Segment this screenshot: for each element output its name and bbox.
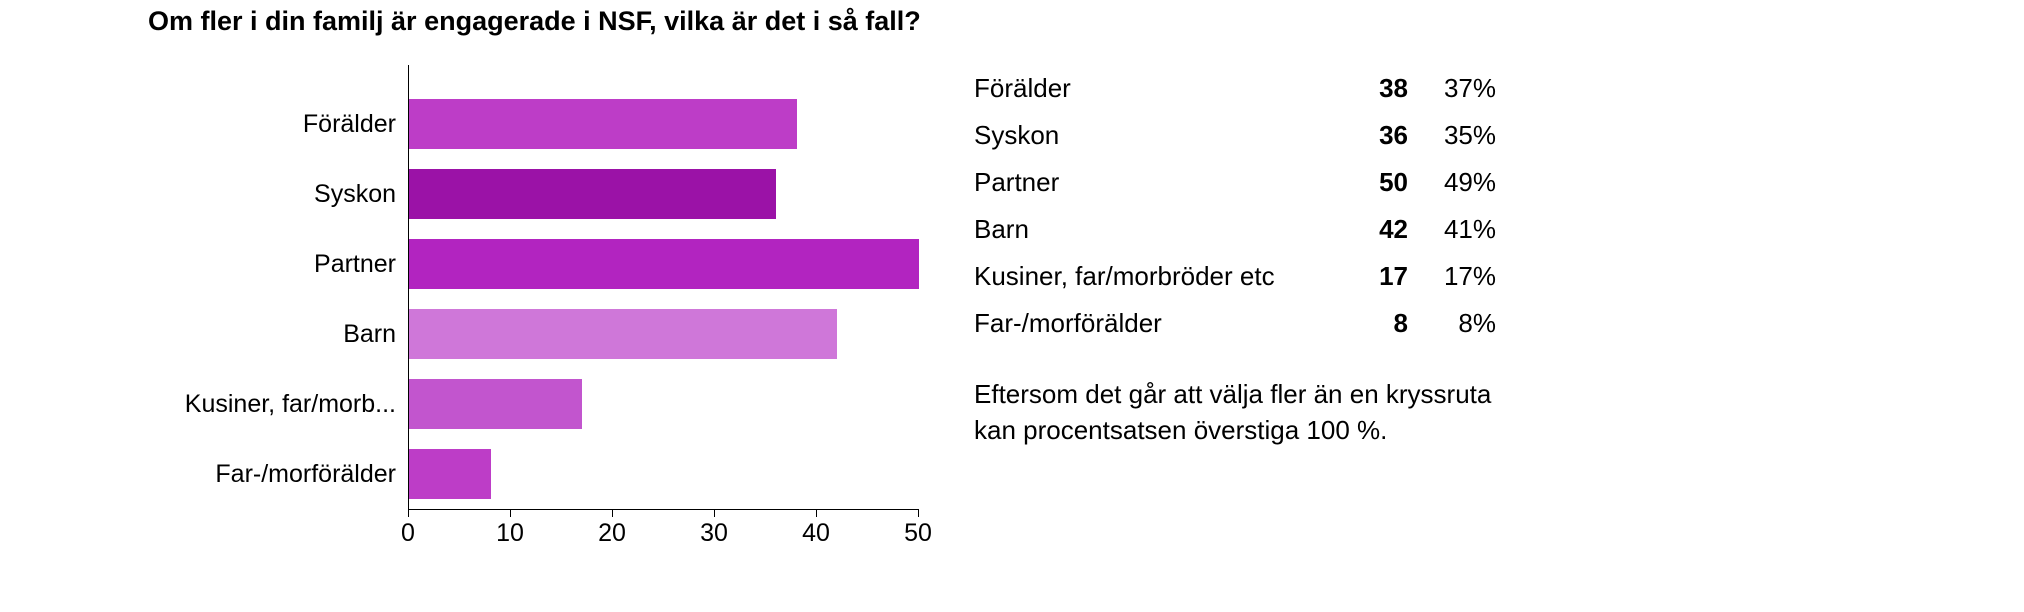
count-value: 42	[1352, 206, 1408, 253]
x-axis-tick-label: 0	[401, 519, 415, 548]
x-axis-tick	[408, 509, 409, 517]
x-axis-tick-label: 20	[598, 519, 626, 548]
count-value: 36	[1352, 112, 1408, 159]
bar	[409, 379, 582, 429]
count-percent: 35%	[1408, 112, 1496, 159]
x-axis-tick	[510, 509, 511, 517]
count-value: 8	[1352, 300, 1408, 347]
bar	[409, 449, 491, 499]
y-axis-label: Barn	[148, 299, 408, 369]
count-percent: 17%	[1408, 253, 1496, 300]
y-axis-label: Syskon	[148, 159, 408, 229]
plot-area	[408, 65, 918, 509]
x-axis-tick	[612, 509, 613, 517]
y-axis-label: Förälder	[148, 89, 408, 159]
count-value: 50	[1352, 159, 1408, 206]
count-label: Barn	[974, 206, 1352, 253]
x-axis-tick-label: 10	[496, 519, 524, 548]
count-percent: 37%	[1408, 65, 1496, 112]
bar	[409, 239, 919, 289]
count-value: 17	[1352, 253, 1408, 300]
x-axis-tick	[918, 509, 919, 517]
count-percent: 8%	[1408, 300, 1496, 347]
x-axis-tick-label: 40	[802, 519, 830, 548]
x-axis-tick-label: 50	[904, 519, 932, 548]
y-axis-label: Far-/morförälder	[148, 439, 408, 509]
count-value: 38	[1352, 65, 1408, 112]
y-axis-label: Kusiner, far/morb...	[148, 369, 408, 439]
x-axis-tick	[714, 509, 715, 517]
table-row: Syskon3635%	[974, 112, 1496, 159]
bar-chart: FörälderSyskonPartnerBarnKusiner, far/mo…	[148, 65, 918, 553]
count-percent: 49%	[1408, 159, 1496, 206]
count-label: Far-/morförälder	[974, 300, 1352, 347]
count-label: Syskon	[974, 112, 1352, 159]
count-label: Kusiner, far/morbröder etc	[974, 253, 1352, 300]
table-row: Förälder3837%	[974, 65, 1496, 112]
footnote: Eftersom det går att välja fler än en kr…	[974, 377, 1534, 449]
table-row: Partner5049%	[974, 159, 1496, 206]
bar	[409, 309, 837, 359]
counts-table: Förälder3837%Syskon3635%Partner5049%Barn…	[974, 65, 1496, 347]
bar	[409, 169, 776, 219]
x-axis-tick-label: 30	[700, 519, 728, 548]
table-row: Kusiner, far/morbröder etc1717%	[974, 253, 1496, 300]
count-label: Partner	[974, 159, 1352, 206]
table-row: Barn4241%	[974, 206, 1496, 253]
count-label: Förälder	[974, 65, 1352, 112]
y-axis-label: Partner	[148, 229, 408, 299]
table-row: Far-/morförälder88%	[974, 300, 1496, 347]
x-axis-tick	[816, 509, 817, 517]
count-percent: 41%	[1408, 206, 1496, 253]
bar	[409, 99, 797, 149]
chart-title: Om fler i din familj är engagerade i NSF…	[148, 6, 2024, 37]
